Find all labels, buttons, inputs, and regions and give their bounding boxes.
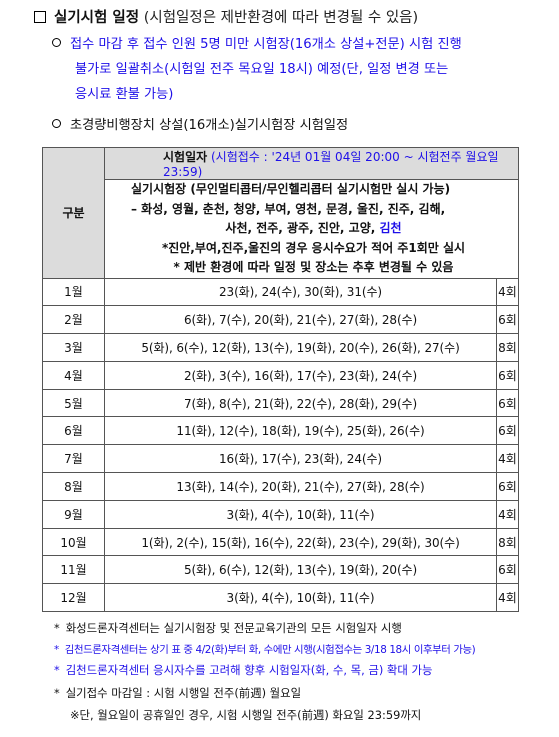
table-row: 12월 3(화), 4(수), 10(화), 11(수) 4회 — [42, 583, 519, 613]
month-cell: 11월 — [42, 555, 105, 585]
dates-cell: 3(화), 4(수), 10(화), 11(수) — [104, 499, 497, 529]
count-cell: 4회 — [496, 583, 519, 613]
count-cell: 6회 — [496, 305, 519, 335]
schedule-table: 구분 시험일자 (시험접수 : '24년 01월 04일 20:00 ~ 시험전… — [42, 147, 519, 613]
footnote-4: * 실기접수 마감일 : 시험 시행일 전주(前週) 월요일 — [54, 686, 302, 700]
date-header-detail: (시험접수 : '24년 01월 04일 20:00 ~ 시험전주 월요일 23… — [163, 150, 499, 179]
table-row: 1월 23(화), 24(수), 30(화), 31(수) 4회 — [42, 277, 519, 307]
footnote-5: ※단, 월요일이 공휴일인 경우, 시험 시행일 전주(前週) 화요일 23:5… — [70, 708, 422, 722]
info-line-3: 사천, 전주, 광주, 진안, 고양, 김천 — [131, 219, 518, 239]
table-row: 11월 5(화), 6(수), 12(화), 13(수), 19(화), 20(수… — [42, 555, 519, 585]
month-cell: 6월 — [42, 416, 105, 446]
count-cell: 8회 — [496, 527, 519, 557]
month-cell: 10월 — [42, 527, 105, 557]
cancel-line-3: 응시료 환불 가능) — [75, 87, 174, 102]
footnote-4-text: 실기접수 마감일 : 시험 시행일 전주(前週) 월요일 — [65, 686, 302, 700]
count-cell: 4회 — [496, 444, 519, 474]
date-header: 시험일자 (시험접수 : '24년 01월 04일 20:00 ~ 시험전주 월… — [104, 147, 519, 180]
count-cell: 4회 — [496, 499, 519, 529]
count-cell: 6회 — [496, 472, 519, 501]
table-row: 8월 13(화), 14(수), 20(화), 21(수), 27(화), 28(… — [42, 472, 519, 501]
count-cell: 6회 — [496, 388, 519, 418]
schedule-bullet: 초경량비행장치 상설(16개소)실기시험장 시험일정 — [52, 113, 348, 138]
dates-cell: 3(화), 4(수), 10(화), 11(수) — [104, 583, 497, 613]
cancel-bullet: 접수 마감 후 접수 인원 5명 미만 시험장(16개소 상설+전문) 시험 진… — [52, 32, 462, 57]
table-header-row: 구분 시험일자 (시험접수 : '24년 01월 04일 20:00 ~ 시험전… — [42, 147, 519, 279]
dates-cell: 23(화), 24(수), 30(화), 31(수) — [104, 277, 497, 307]
gubun-header: 구분 — [42, 147, 105, 279]
dates-cell: 5(화), 6(수), 12(화), 13(수), 19(화), 20(수), … — [104, 333, 497, 362]
table-row: 6월 11(화), 12(수), 18(화), 19(수), 25(화), 26(… — [42, 416, 519, 446]
dates-cell: 11(화), 12(수), 18(화), 19(수), 25(화), 26(수) — [104, 416, 497, 446]
count-cell: 6회 — [496, 416, 519, 446]
footnote-3-text: 김천드론자격센터 응시자수를 고려해 향후 시험일자(화, 수, 목, 금) 확… — [65, 663, 433, 677]
checkbox-icon — [34, 11, 46, 23]
circle-bullet-icon — [52, 38, 61, 47]
info-line-2: – 화성, 영월, 춘천, 청양, 부여, 영천, 문경, 울진, 진주, 김해… — [131, 201, 446, 216]
info-line-3-sites: 사천, 전주, 광주, 진안, 고양, — [225, 221, 380, 235]
month-cell: 9월 — [42, 499, 105, 529]
table-row: 4월 2(화), 3(수), 16(화), 17(수), 23(화), 24(수)… — [42, 360, 519, 390]
section-note: (시험일정은 제반환경에 따라 변경될 수 있음) — [143, 10, 419, 26]
footnote-1-text: 화성드론자격센터는 실기시험장 및 전문교육기관의 모든 시험일자 시행 — [65, 621, 402, 635]
info-line-5: * 제반 환경에 따라 일정 및 장소는 추후 변경될 수 있음 — [173, 260, 454, 274]
dates-cell: 6(화), 7(수), 20(화), 21(수), 27(화), 28(수) — [104, 305, 497, 335]
month-cell: 8월 — [42, 472, 105, 501]
schedule-title: 초경량비행장치 상설(16개소)실기시험장 시험일정 — [70, 118, 349, 133]
table-row: 7월 16(화), 17(수), 23(화), 24(수) 4회 — [42, 444, 519, 474]
count-cell: 6회 — [496, 360, 519, 390]
dates-cell: 16(화), 17(수), 23(화), 24(수) — [104, 444, 497, 474]
month-cell: 3월 — [42, 333, 105, 362]
month-cell: 5월 — [42, 388, 105, 418]
table-row: 9월 3(화), 4(수), 10(화), 11(수) 4회 — [42, 499, 519, 529]
footnote-1: * 화성드론자격센터는 실기시험장 및 전문교육기관의 모든 시험일자 시행 — [54, 621, 402, 635]
circle-bullet-icon — [52, 119, 61, 128]
month-cell: 12월 — [42, 583, 105, 613]
table-row: 3월 5(화), 6(수), 12(화), 13(수), 19(화), 20(수)… — [42, 333, 519, 362]
dates-cell: 1(화), 2(수), 15(화), 16(수), 22(화), 23(수), … — [104, 527, 497, 557]
month-cell: 4월 — [42, 360, 105, 390]
info-line-3-gimcheon: 김천 — [379, 221, 402, 235]
footnote-3: * 김천드론자격센터 응시자수를 고려해 향후 시험일자(화, 수, 목, 금) … — [54, 663, 433, 677]
count-cell: 6회 — [496, 555, 519, 585]
month-cell: 2월 — [42, 305, 105, 335]
section-title: 실기시험 일정 — [54, 10, 140, 26]
month-cell: 1월 — [42, 277, 105, 307]
table-row: 5월 7(화), 8(수), 21(화), 22(수), 28(화), 29(수)… — [42, 388, 519, 418]
test-site-info: 실기시험장 (무인멀티콥터/무인헬리콥터 실기시험만 실시 가능) – 화성, … — [104, 179, 519, 279]
cancel-line-2: 불가로 일괄취소(시험일 전주 목요일 18시) 예정(단, 일정 변경 또는 — [75, 62, 449, 77]
count-cell: 4회 — [496, 277, 519, 307]
month-cell: 7월 — [42, 444, 105, 474]
table-row: 10월 1(화), 2(수), 15(화), 16(수), 22(화), 23(수… — [42, 527, 519, 557]
cancel-line-1: 접수 마감 후 접수 인원 5명 미만 시험장(16개소 상설+전문) 시험 진… — [70, 37, 462, 52]
info-row: 실기시험장 (무인멀티콥터/무인헬리콥터 실기시험만 실시 가능) – 화성, … — [43, 179, 519, 279]
dates-cell: 5(화), 6(수), 12(화), 13(수), 19(화), 20(수) — [104, 555, 497, 585]
dates-cell: 7(화), 8(수), 21(화), 22(수), 28(화), 29(수) — [104, 388, 497, 418]
dates-cell: 13(화), 14(수), 20(화), 21(수), 27(화), 28(수) — [104, 472, 497, 501]
info-line-1: 실기시험장 (무인멀티콥터/무인헬리콥터 실기시험만 실시 가능) — [131, 182, 451, 196]
footnote-2-text: 김천드론자격센터는 상기 표 중 4/2(화)부터 화, 수에만 시행(시험접수… — [64, 644, 476, 656]
section-heading: 실기시험 일정 (시험일정은 제반환경에 따라 변경될 수 있음) — [34, 6, 418, 27]
dates-cell: 2(화), 3(수), 16(화), 17(수), 23(화), 24(수) — [104, 360, 497, 390]
table-row: 2월 6(화), 7(수), 20(화), 21(수), 27(화), 28(수)… — [42, 305, 519, 335]
footnote-2: * 김천드론자격센터는 상기 표 중 4/2(화)부터 화, 수에만 시행(시험접… — [54, 644, 476, 656]
date-header-label: 시험일자 — [163, 150, 208, 164]
info-line-4: *진안,부여,진주,울진의 경우 응시수요가 적어 주1회만 실시 — [161, 240, 466, 255]
count-cell: 8회 — [496, 333, 519, 362]
